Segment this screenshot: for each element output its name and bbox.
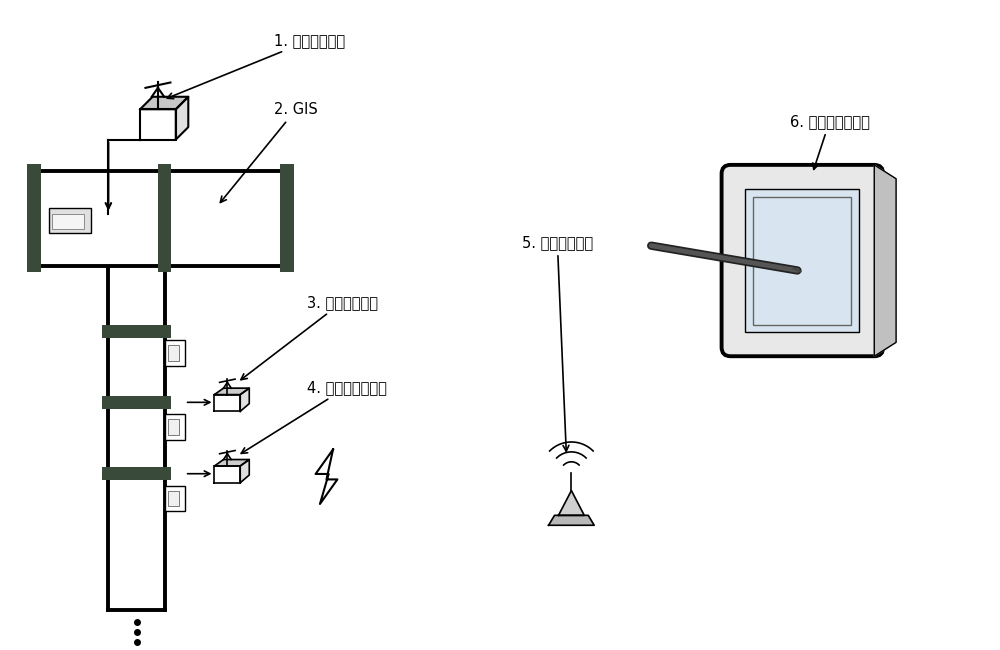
Bar	[102, 396, 171, 409]
Polygon shape	[240, 460, 249, 483]
Bar	[102, 326, 171, 339]
Bar	[27, 164, 41, 272]
Bar	[102, 467, 171, 480]
Text: 4. 安全性检测模块: 4. 安全性检测模块	[241, 380, 387, 454]
FancyBboxPatch shape	[722, 165, 883, 356]
Polygon shape	[140, 97, 188, 109]
Bar	[168, 345, 179, 361]
Bar	[158, 164, 171, 272]
Bar	[165, 486, 185, 512]
Polygon shape	[214, 460, 249, 466]
Text: 5. 无线收发模块: 5. 无线收发模块	[522, 235, 593, 451]
Polygon shape	[549, 515, 594, 525]
Bar	[49, 208, 91, 233]
Bar	[280, 164, 294, 272]
Text: 6. 数据处理服务器: 6. 数据处理服务器	[790, 114, 869, 170]
Text: 2. GIS: 2. GIS	[220, 102, 318, 202]
Bar	[165, 414, 185, 440]
Bar	[168, 491, 179, 506]
Polygon shape	[214, 388, 249, 395]
Bar	[168, 419, 179, 435]
Polygon shape	[140, 109, 176, 140]
Polygon shape	[176, 97, 188, 140]
Polygon shape	[874, 165, 896, 356]
Polygon shape	[214, 395, 240, 411]
Polygon shape	[316, 449, 337, 504]
Text: 1. 信号发生模块: 1. 信号发生模块	[167, 33, 345, 99]
Text: 3. 信号采集模块: 3. 信号采集模块	[241, 294, 378, 380]
Bar	[34, 172, 287, 265]
Bar	[753, 196, 851, 324]
Polygon shape	[558, 491, 584, 515]
Bar	[165, 340, 185, 366]
Bar	[745, 188, 859, 332]
Bar	[52, 214, 84, 229]
Polygon shape	[214, 466, 240, 483]
Polygon shape	[240, 388, 249, 411]
